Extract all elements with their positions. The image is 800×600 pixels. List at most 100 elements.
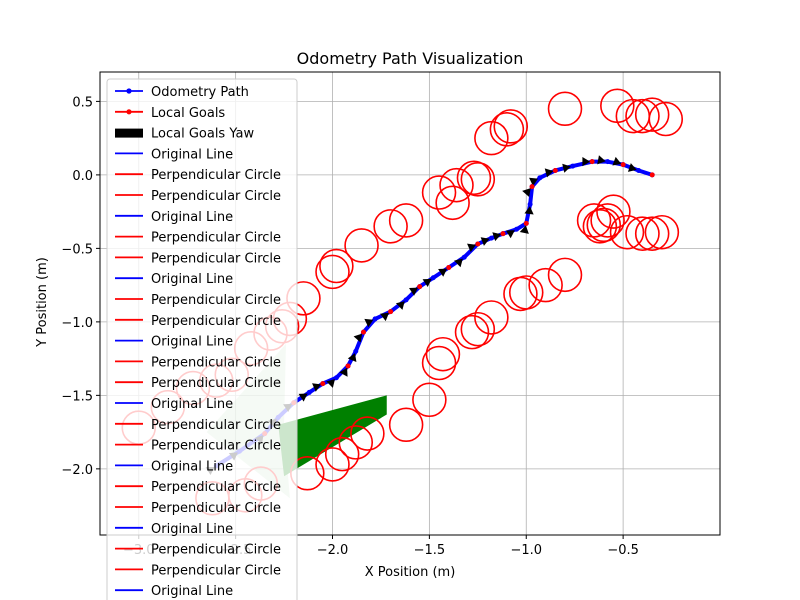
yaw-fan-2 [278,395,387,477]
local-goal-point [417,284,423,290]
x-tick-label: −1.5 [414,543,446,558]
legend-label: Original Line [151,147,233,162]
odometry-point [605,159,611,165]
perpendicular-circle [421,175,457,210]
perpendicular-circle [456,160,492,196]
legend-label: Original Line [151,272,233,287]
legend-label: Original Line [151,584,233,599]
local-goal-point [620,162,626,168]
plot-frame [99,71,721,536]
local-goal-yaw-arrow [298,393,308,402]
legend-label: Odometry Path [151,85,249,100]
local-goal-yaw-arrow [347,353,357,363]
legend-label: Perpendicular Circle [151,251,281,266]
perpendicular-circle [412,382,447,418]
legend-label: Perpendicular Circle [151,543,281,558]
y-tick-label: 0.0 [72,169,93,184]
perpendicular-circle [609,214,645,250]
legend-label: Perpendicular Circle [151,501,281,516]
legend-label: Perpendicular Circle [151,293,281,308]
odometry-point [514,226,520,232]
local-goal-yaw-arrow [326,379,335,388]
odometry-point [461,254,467,260]
perpendicular-circle [634,97,670,132]
perpendicular-circle [615,98,651,134]
legend-label: Perpendicular Circle [151,439,281,454]
odometry-point [488,235,494,241]
x-axis-title: X Position (m) [365,565,456,580]
legend-label: Perpendicular Circle [151,168,281,183]
local-goal-point [523,220,529,226]
legend-label: Perpendicular Circle [151,376,281,391]
local-goal-yaw-arrow [364,318,374,328]
local-goal-yaw-arrow [438,268,448,277]
perpendicular-circle [388,203,424,238]
perpendicular-circle [319,248,354,284]
odometry-point [403,297,409,303]
local-goal-yaw-arrow [380,312,390,322]
local-goal-yaw-arrow [505,230,515,239]
local-goal-yaw-arrow [524,206,534,215]
local-goal-yaw-arrow [597,155,606,165]
legend-label: Original Line [151,522,233,537]
legend-box [106,78,298,600]
local-goal-yaw-arrow [529,177,539,187]
perpendicular-circle [350,416,385,451]
local-goal-yaw-arrow [395,301,405,310]
legend-label: Perpendicular Circle [151,231,281,246]
legend-label: Local Goals Yaw [151,127,254,142]
local-goal-point [589,159,595,165]
y-tick-label: −1.5 [61,389,93,404]
perpendicular-circle [508,275,544,310]
local-goal-point [529,184,535,190]
perpendicular-circle [547,257,583,293]
local-goal-yaw-arrow [454,258,463,268]
odometry-point [353,348,359,354]
perpendicular-circle [547,91,583,127]
odometry-point [333,375,339,381]
legend-label: Original Line [151,210,233,225]
perpendicular-circle [425,336,461,372]
perpendicular-circle [474,300,509,335]
local-goal-point [649,172,655,178]
perpendicular-circle [648,101,684,137]
perpendicular-circle [338,425,374,460]
odometry-point [306,389,312,395]
perpendicular-circle [315,254,350,290]
odometry-point [537,175,543,181]
local-goal-point [361,329,366,335]
legend-swatch [115,128,143,138]
local-goal-point [446,264,452,270]
local-goal-yaw-arrow [519,225,529,234]
local-goal-yaw-arrow [339,367,348,377]
perpendicular-circle [528,267,563,303]
legend-label: Perpendicular Circle [151,480,281,495]
perpendicular-circle [644,214,680,250]
local-goal-yaw-arrow [312,383,321,392]
perpendicular-circle [388,407,424,443]
y-tick-label: −0.5 [61,242,93,257]
perpendicular-circle [596,194,631,229]
local-goal-yaw-arrow [492,232,502,242]
legend-label: Perpendicular Circle [151,314,281,329]
local-goal-point [552,167,558,173]
legend-label: Original Line [151,459,233,474]
legend-marker [126,109,132,115]
x-tick-label: −1.0 [510,543,542,558]
perpendicular-circle [489,112,525,147]
perpendicular-circle [344,228,379,263]
legend-label: Perpendicular Circle [151,189,281,204]
perpendicular-circle [460,311,496,347]
local-goal-point [500,231,506,237]
legend-label: Perpendicular Circle [151,563,281,578]
perpendicular-circle [493,109,529,144]
perpendicular-circle [586,207,622,243]
odometry-point [636,167,642,173]
perpendicular-circle [576,203,612,238]
perpendicular-circle [454,314,490,350]
local-goal-yaw-arrow [612,156,622,166]
local-goal-yaw-arrow [627,163,637,172]
perpendicular-circle [324,436,360,472]
local-goal-yaw-arrow [422,278,432,288]
